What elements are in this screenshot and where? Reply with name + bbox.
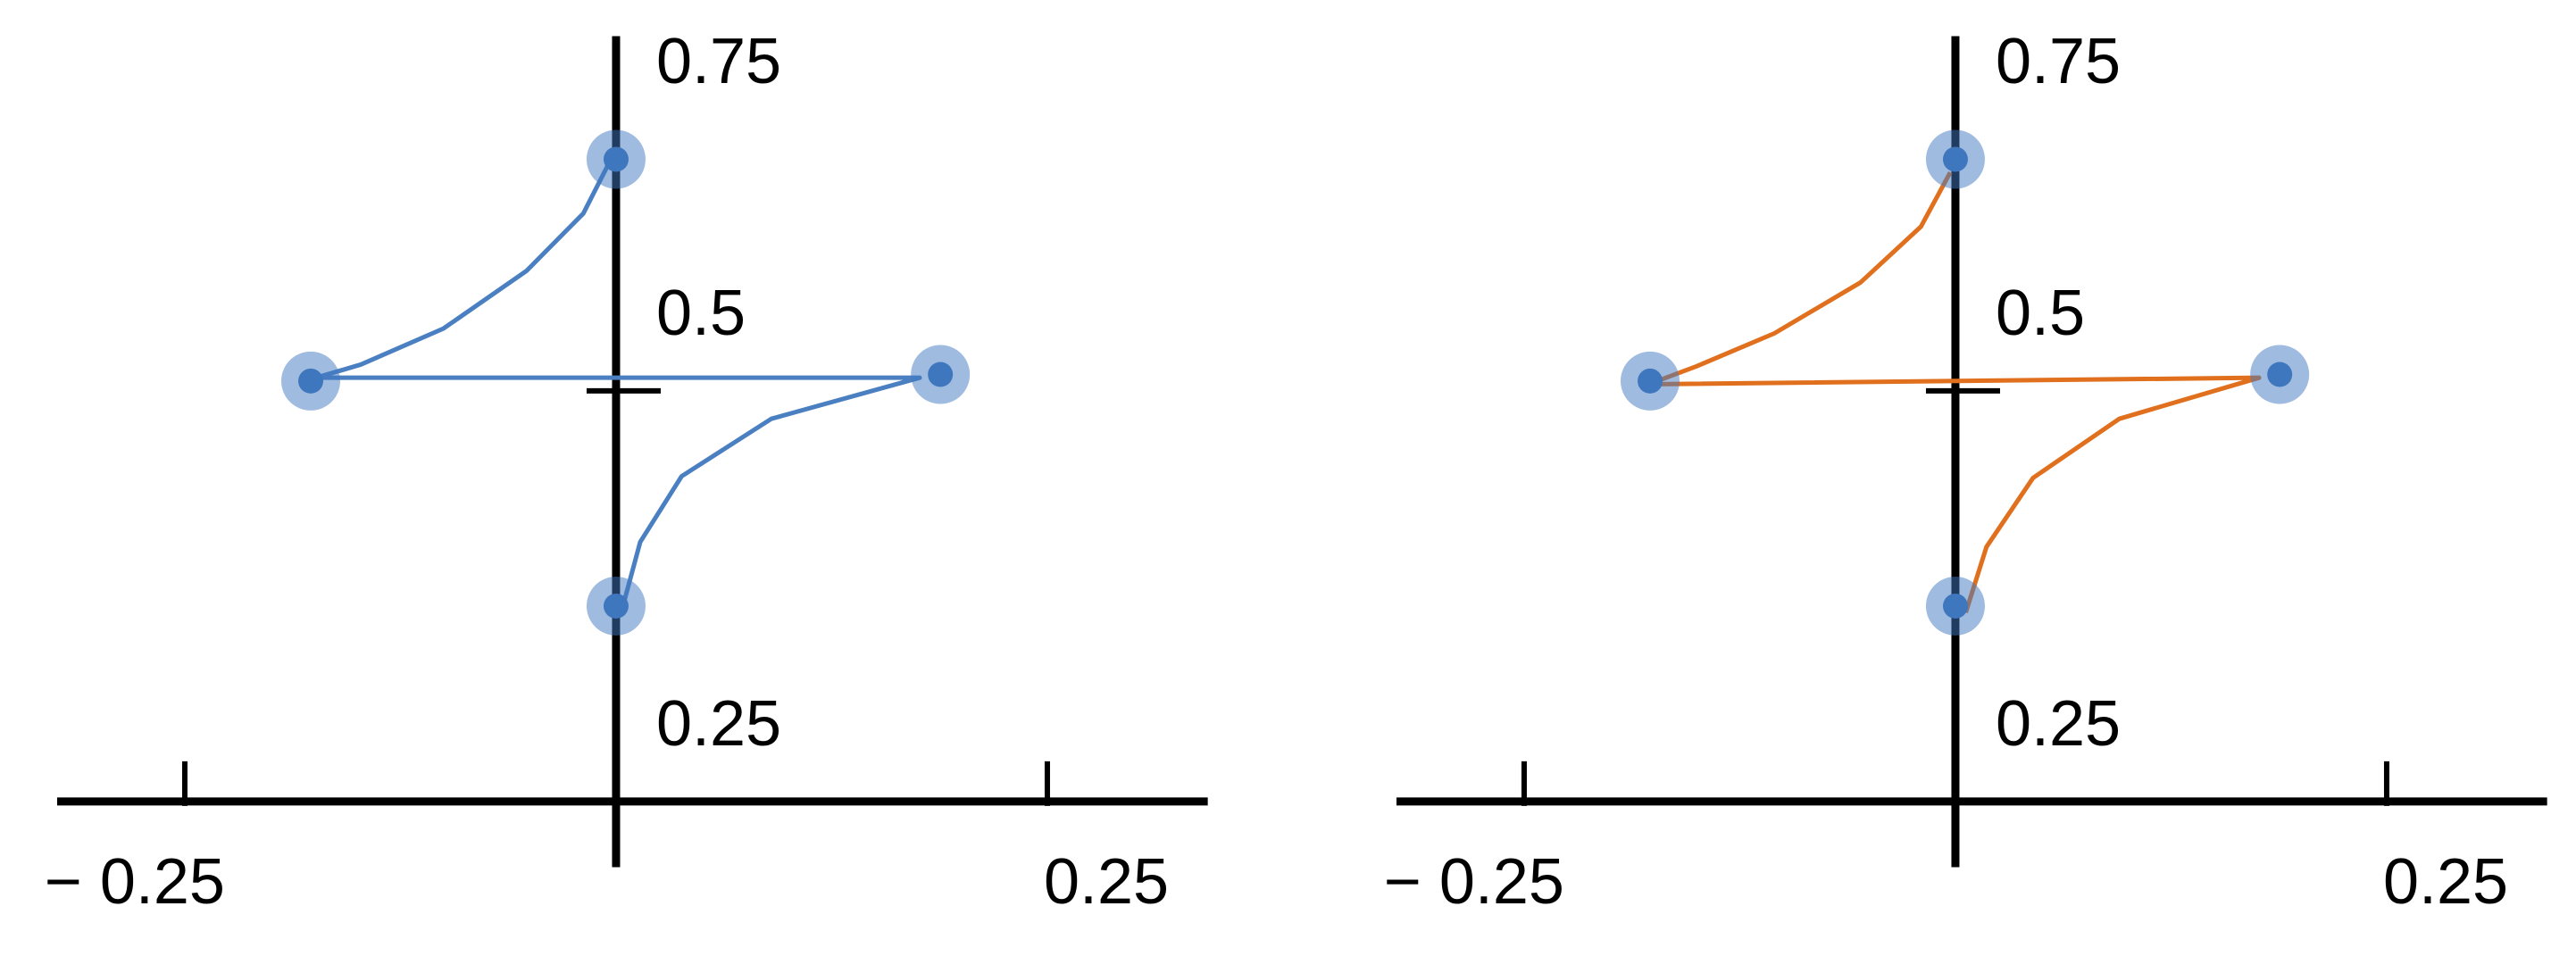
point [603, 146, 629, 172]
point [1942, 593, 1968, 619]
x-tick-label: − 0.25 [45, 846, 225, 918]
point [1942, 146, 1968, 172]
y-tick-label: 0.25 [1996, 688, 2121, 760]
y-tick-label: 0.5 [656, 278, 746, 349]
point [2267, 362, 2293, 387]
y-tick-label: 0.75 [656, 26, 781, 97]
x-tick-label: 0.25 [1044, 846, 1169, 918]
x-tick-label: 0.25 [2383, 846, 2508, 918]
point [1638, 368, 1663, 394]
point [298, 368, 324, 394]
y-tick-label: 0.5 [1996, 278, 2085, 349]
point [928, 362, 954, 387]
x-tick-label: − 0.25 [1384, 846, 1564, 918]
y-tick-label: 0.75 [1996, 26, 2121, 97]
y-tick-label: 0.25 [656, 688, 781, 760]
point [603, 593, 629, 619]
